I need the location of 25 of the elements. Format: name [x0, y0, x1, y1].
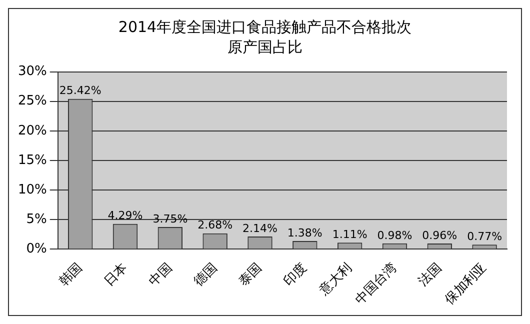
x-tick-label: 日本: [101, 260, 130, 290]
x-tick-label: 印度: [280, 260, 310, 290]
x-tick-label: 德国: [191, 260, 220, 290]
x-tick-label: 中国: [146, 260, 176, 290]
data-label: 0.77%: [467, 230, 502, 244]
y-tick-label: 10%: [18, 182, 47, 198]
y-tick-label: 15%: [18, 152, 47, 168]
chart-title: 2014年度全国进口食品接触产品不合格批次原产国占比: [117, 17, 413, 58]
y-tick-label: 30%: [18, 64, 47, 80]
y-tick-label: 20%: [18, 123, 47, 138]
y-tick-label: 25%: [18, 94, 47, 109]
x-tick-label: 保加利亚: [442, 260, 490, 308]
data-label: 4.29%: [108, 209, 143, 222]
x-tick-label: 法国: [416, 260, 445, 290]
x-tick-label: 韩国: [56, 260, 86, 290]
y-tick-label: 0%: [26, 242, 47, 257]
x-tick-label: 泰国: [236, 260, 266, 290]
data-label: 2.68%: [198, 218, 233, 232]
data-label: 1.38%: [287, 226, 322, 240]
data-label: 0.96%: [422, 228, 458, 242]
data-label: 0.98%: [377, 228, 412, 242]
y-tick-label: 5%: [26, 212, 47, 228]
data-label: 2.14%: [242, 222, 278, 235]
data-label: 1.11%: [332, 228, 368, 241]
data-label: 25.42%: [59, 84, 102, 98]
